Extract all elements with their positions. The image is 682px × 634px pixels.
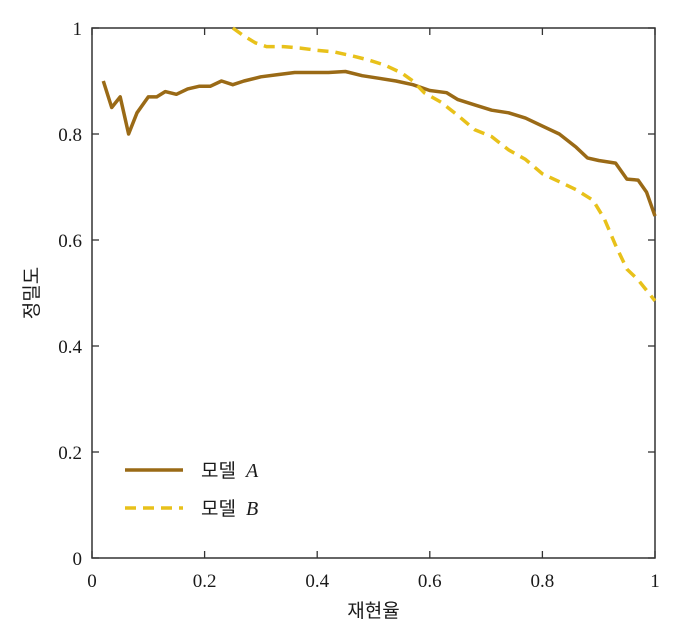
x-tick-label: 0.2 xyxy=(193,571,217,592)
axis-tick-labels: 0 0.2 0.4 0.6 0.8 1 0 0.2 0.4 0.6 0.8 1 xyxy=(58,19,660,592)
y-tick-label: 0.4 xyxy=(58,337,82,358)
legend-label-model-b: 모델 B xyxy=(201,498,258,520)
series-line-model-a xyxy=(101,69,657,217)
series-layer xyxy=(101,26,657,302)
series-line-model-b xyxy=(231,26,657,302)
x-tick-label: 1 xyxy=(650,571,660,592)
x-tick-label: 0.6 xyxy=(418,571,442,592)
y-tick-label: 0.6 xyxy=(58,231,82,252)
y-axis-title: 정밀도 xyxy=(21,267,43,319)
axis-ticks xyxy=(91,27,656,559)
x-axis-title: 재현율 xyxy=(347,600,399,622)
x-tick-label: 0.4 xyxy=(305,571,329,592)
legend: 모델 A 모델 B xyxy=(125,460,259,520)
y-tick-label: 0.8 xyxy=(58,125,82,146)
x-tick-label: 0 xyxy=(87,571,97,592)
x-tick-label: 0.8 xyxy=(531,571,555,592)
legend-label-model-a: 모델 A xyxy=(201,460,259,482)
y-tick-label: 0 xyxy=(73,549,83,570)
plot-frame xyxy=(91,27,656,559)
y-tick-label: 1 xyxy=(73,19,83,40)
y-tick-label: 0.2 xyxy=(58,443,82,464)
